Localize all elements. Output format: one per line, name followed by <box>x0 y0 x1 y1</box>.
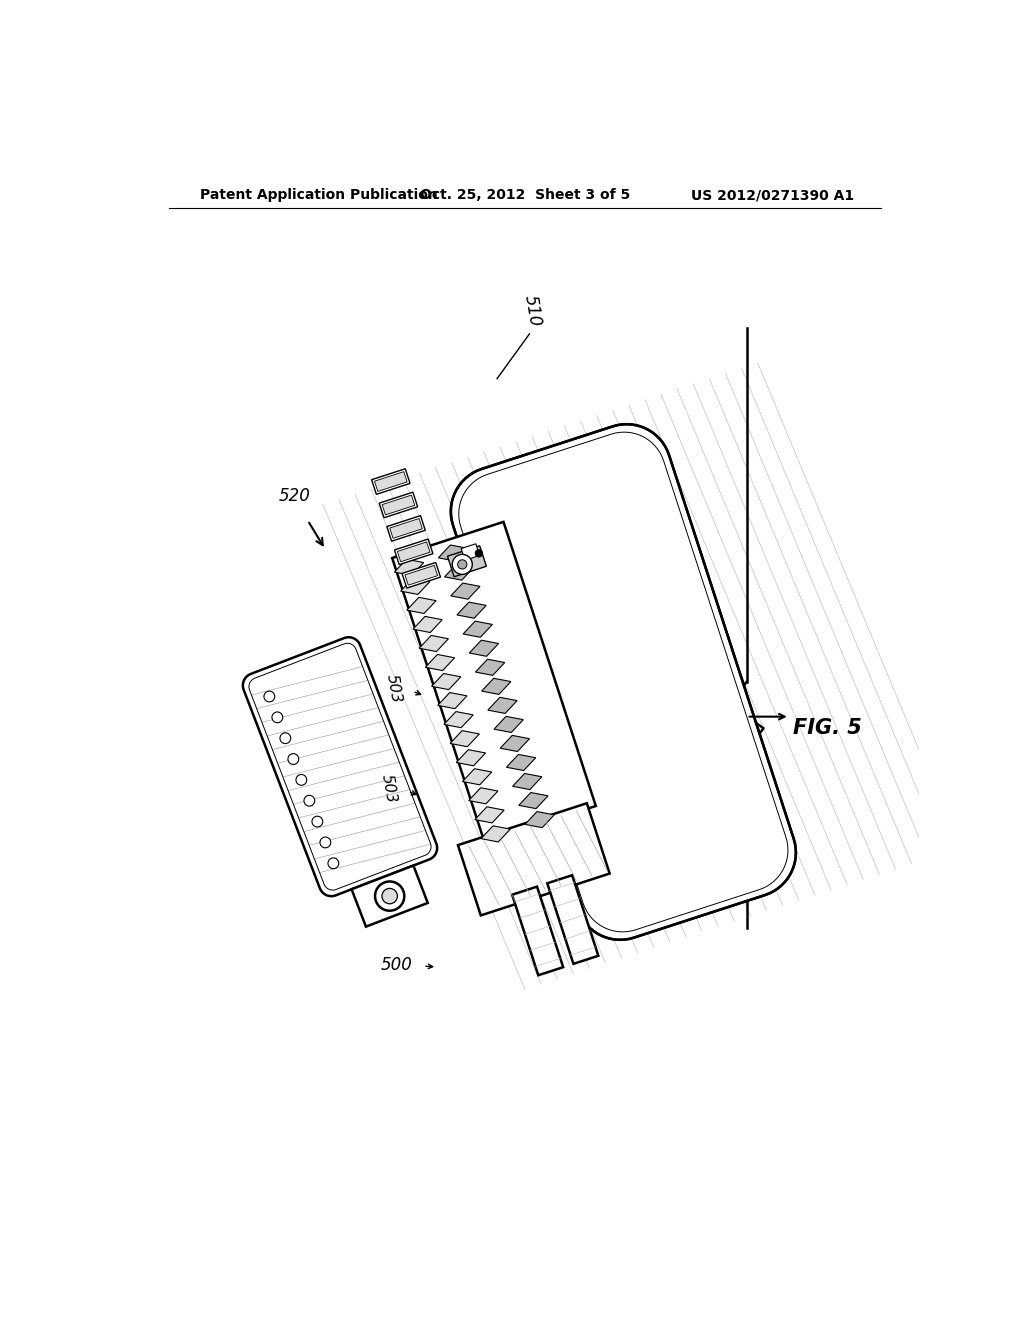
Circle shape <box>319 837 331 847</box>
Polygon shape <box>469 788 498 804</box>
Text: FIG. 5: FIG. 5 <box>793 718 861 738</box>
Polygon shape <box>431 673 461 689</box>
Text: 500: 500 <box>381 957 413 974</box>
Circle shape <box>382 888 397 904</box>
Polygon shape <box>444 711 473 727</box>
Polygon shape <box>397 543 430 562</box>
Polygon shape <box>413 616 442 632</box>
Polygon shape <box>243 638 437 896</box>
Polygon shape <box>500 735 529 751</box>
Circle shape <box>304 796 314 807</box>
Circle shape <box>312 816 323 826</box>
Polygon shape <box>394 539 433 565</box>
Polygon shape <box>461 544 479 560</box>
Polygon shape <box>481 826 510 842</box>
Circle shape <box>453 554 472 574</box>
Polygon shape <box>351 866 428 927</box>
Polygon shape <box>407 598 436 614</box>
Circle shape <box>458 560 467 569</box>
Text: Oct. 25, 2012  Sheet 3 of 5: Oct. 25, 2012 Sheet 3 of 5 <box>420 189 630 202</box>
Polygon shape <box>458 804 609 915</box>
Circle shape <box>280 733 291 743</box>
Polygon shape <box>513 774 542 789</box>
Polygon shape <box>463 768 492 785</box>
Polygon shape <box>494 717 523 733</box>
Polygon shape <box>519 792 548 809</box>
Text: 503: 503 <box>379 772 398 804</box>
Polygon shape <box>437 693 467 709</box>
Polygon shape <box>525 812 554 828</box>
Polygon shape <box>392 521 596 842</box>
Polygon shape <box>475 659 505 676</box>
Circle shape <box>375 882 404 911</box>
Polygon shape <box>447 545 486 577</box>
Polygon shape <box>512 887 563 975</box>
Circle shape <box>272 711 283 723</box>
Polygon shape <box>475 807 504 822</box>
Polygon shape <box>487 697 517 713</box>
Polygon shape <box>451 583 480 599</box>
Polygon shape <box>404 565 437 585</box>
Polygon shape <box>457 750 485 766</box>
Polygon shape <box>419 635 449 652</box>
Polygon shape <box>438 545 468 561</box>
Text: 400: 400 <box>523 665 543 696</box>
Polygon shape <box>402 562 440 589</box>
Circle shape <box>475 549 482 557</box>
Text: 520: 520 <box>279 487 310 504</box>
Polygon shape <box>457 602 486 618</box>
Circle shape <box>264 692 274 702</box>
Circle shape <box>328 858 339 869</box>
Polygon shape <box>379 492 418 517</box>
Polygon shape <box>481 678 511 694</box>
Polygon shape <box>507 755 536 771</box>
Polygon shape <box>382 495 415 515</box>
Polygon shape <box>387 516 425 541</box>
Polygon shape <box>444 564 474 581</box>
Polygon shape <box>394 560 424 576</box>
Circle shape <box>288 754 299 764</box>
Text: 510: 510 <box>521 293 544 327</box>
Polygon shape <box>469 640 499 656</box>
Text: 503: 503 <box>383 672 403 704</box>
Text: Patent Application Publication: Patent Application Publication <box>200 189 437 202</box>
Polygon shape <box>547 875 598 964</box>
Polygon shape <box>375 471 408 491</box>
Polygon shape <box>400 578 430 594</box>
Polygon shape <box>372 469 410 495</box>
Polygon shape <box>451 424 796 940</box>
Polygon shape <box>425 655 455 671</box>
Polygon shape <box>390 519 422 539</box>
Circle shape <box>296 775 307 785</box>
Polygon shape <box>451 731 479 747</box>
Text: 400: 400 <box>520 764 540 796</box>
Text: US 2012/0271390 A1: US 2012/0271390 A1 <box>691 189 854 202</box>
Polygon shape <box>463 622 493 638</box>
